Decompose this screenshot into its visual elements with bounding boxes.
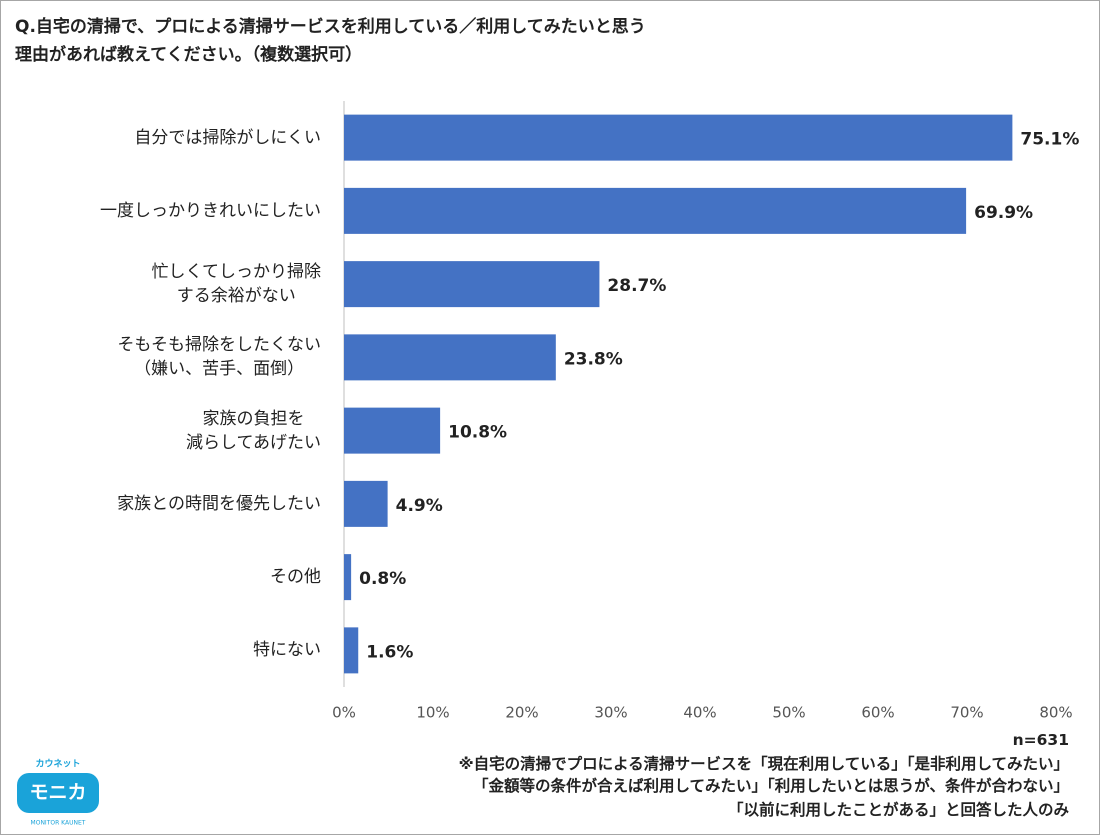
value-label: 4.9%	[396, 496, 443, 516]
y-tick-label: そもそも掃除をしたくない （嫌い、苦手、面倒）	[117, 335, 321, 380]
value-label: 28.7%	[607, 276, 666, 296]
value-label: 69.9%	[974, 203, 1033, 223]
bar	[344, 480, 388, 527]
annotation: ※自宅の清掃でプロによる清掃サービスを「現在利用している」「是非利用してみたい」	[458, 755, 1069, 773]
annotation: n=631	[1012, 731, 1069, 749]
x-tick-label: 10%	[416, 704, 449, 722]
bar	[344, 187, 967, 234]
value-label: 23.8%	[564, 349, 623, 369]
x-tick-label: 50%	[772, 704, 805, 722]
bar	[344, 554, 352, 601]
y-tick-label: 特にない	[253, 640, 321, 661]
chart-title: Q.自宅の清掃で、プロによる清掃サービスを利用している／利用してみたいと思う 理…	[15, 17, 646, 65]
bar	[344, 334, 556, 381]
value-label: 0.8%	[359, 569, 406, 589]
logo-sub: MONITOR KAUNET	[31, 820, 86, 827]
bar	[344, 407, 441, 454]
logo-kana: カウネット	[35, 759, 80, 770]
logo-badge	[17, 773, 99, 813]
y-tick-label: 一度しっかりきれいにしたい	[100, 200, 321, 221]
y-tick-label: 忙しくてしっかり掃除 する余裕がない	[151, 262, 322, 307]
logo-name: モニカ	[29, 782, 86, 804]
value-label: 1.6%	[366, 642, 413, 662]
x-tick-label: 70%	[950, 704, 983, 722]
x-tick-label: 60%	[861, 704, 894, 722]
value-label: 75.1%	[1020, 130, 1079, 150]
annotation: 「金額等の条件が合えば利用してみたい」「利用したいとは思うが、条件が合わない」	[473, 777, 1069, 795]
x-tick-label: 20%	[505, 704, 538, 722]
y-tick-label: 家族の負担を 減らしてあげたい	[186, 408, 321, 453]
x-tick-label: 80%	[1039, 704, 1072, 722]
annotation: 「以前に利用したことがある」と回答した人のみ	[727, 801, 1069, 819]
y-tick-label: 家族との時間を優先したい	[117, 493, 321, 514]
y-tick-label: 自分では掃除がしにくい	[134, 127, 321, 148]
bar	[344, 114, 1013, 161]
y-tick-label: その他	[270, 567, 321, 588]
logo: カウネット モニカ MONITOR KAUNET	[17, 759, 99, 827]
value-label: 10.8%	[448, 423, 507, 443]
x-tick-label: 40%	[683, 704, 716, 722]
x-tick-label: 30%	[594, 704, 627, 722]
x-tick-label: 0%	[332, 704, 356, 722]
bar	[344, 627, 359, 674]
bar	[344, 261, 600, 308]
